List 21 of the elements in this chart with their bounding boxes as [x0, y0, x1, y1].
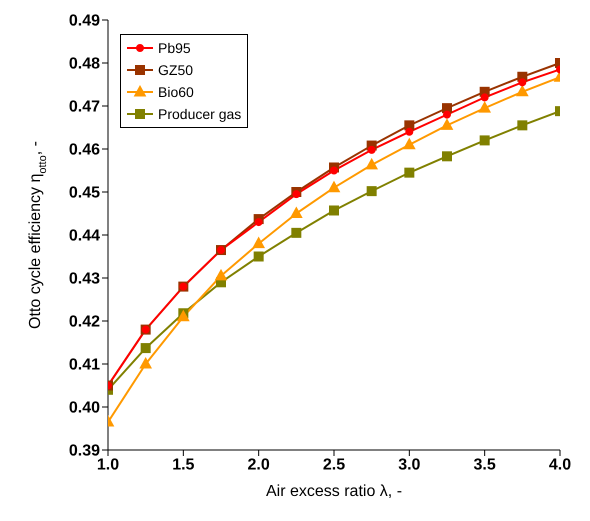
- y-tick-label: 0.44: [68, 228, 100, 245]
- y-tick-label: 0.48: [68, 56, 100, 73]
- y-tick-label: 0.49: [68, 12, 100, 30]
- x-axis-title: Air excess ratio λ, -: [266, 483, 402, 500]
- legend-label: Bio60: [158, 84, 194, 100]
- x-tick-label: 1.5: [172, 456, 195, 474]
- y-tick-label: 0.46: [68, 142, 100, 159]
- legend-label: GZ50: [158, 62, 194, 78]
- y-tick-label: 0.41: [68, 356, 100, 374]
- legend-label: Pb95: [158, 40, 191, 56]
- y-tick-label: 0.42: [68, 314, 100, 331]
- legend-label: Producer gas: [158, 106, 242, 122]
- x-tick-label: 2.0: [248, 456, 270, 474]
- x-tick-label: 4.0: [548, 456, 572, 474]
- y-tick-label: 0.47: [68, 98, 100, 116]
- x-tick-label: 3.0: [398, 456, 421, 474]
- x-tick-label: 2.5: [322, 456, 346, 474]
- y-tick-label: 0.40: [68, 400, 100, 417]
- x-tick-label: 3.5: [474, 456, 496, 474]
- y-tick-label: 0.43: [68, 270, 100, 288]
- y-tick-label: 0.45: [68, 184, 100, 202]
